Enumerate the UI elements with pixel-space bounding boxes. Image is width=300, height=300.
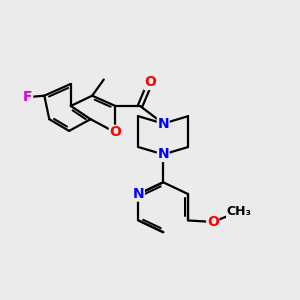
Text: N: N xyxy=(158,117,169,130)
Text: F: F xyxy=(23,90,33,104)
Text: CH₃: CH₃ xyxy=(227,205,252,218)
Text: N: N xyxy=(133,187,144,201)
Text: O: O xyxy=(207,215,219,229)
Text: O: O xyxy=(110,125,121,140)
Text: N: N xyxy=(158,147,169,161)
Text: O: O xyxy=(144,76,156,89)
